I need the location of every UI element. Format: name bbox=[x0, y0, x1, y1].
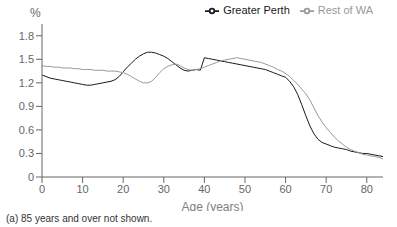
svg-text:0.9: 0.9 bbox=[19, 100, 34, 112]
svg-text:Age (years): Age (years) bbox=[181, 200, 243, 211]
svg-text:20: 20 bbox=[117, 183, 129, 195]
svg-text:30: 30 bbox=[158, 183, 170, 195]
svg-text:80: 80 bbox=[361, 183, 373, 195]
svg-text:40: 40 bbox=[198, 183, 210, 195]
svg-text:1.2: 1.2 bbox=[19, 77, 34, 89]
svg-text:50: 50 bbox=[239, 183, 251, 195]
svg-text:0.6: 0.6 bbox=[19, 124, 34, 136]
svg-text:10: 10 bbox=[76, 183, 88, 195]
svg-text:1.5: 1.5 bbox=[19, 53, 34, 65]
html-text:Rest of WA: Rest of WA bbox=[317, 4, 373, 16]
svg-text:0.3: 0.3 bbox=[19, 147, 34, 159]
html-text:Greater Perth: Greater Perth bbox=[223, 4, 290, 16]
svg-text:0: 0 bbox=[39, 183, 45, 195]
svg-text:60: 60 bbox=[279, 183, 291, 195]
html-text:(a) 85 years and over not show: (a) 85 years and over not shown. bbox=[6, 213, 153, 224]
svg-text:70: 70 bbox=[320, 183, 332, 195]
svg-text:0: 0 bbox=[28, 171, 34, 183]
svg-text:1.8: 1.8 bbox=[19, 30, 34, 42]
